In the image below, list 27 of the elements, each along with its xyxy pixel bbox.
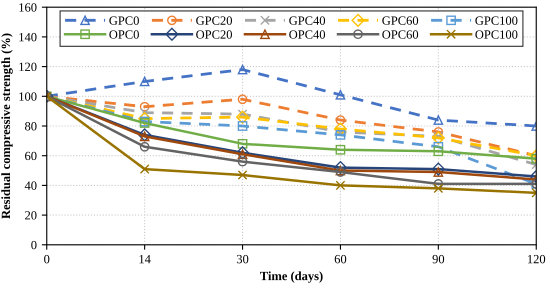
x-tick-label: 0 [44, 254, 50, 264]
legend-label: OPC20 [196, 30, 232, 39]
legend-label: GPC20 [196, 16, 232, 25]
y-tick-label: 40 [24, 181, 37, 190]
y-tick-label: 80 [25, 122, 37, 130]
legend-label: OPC100 [475, 30, 518, 39]
y-tick-label: 60 [25, 152, 37, 160]
x-tick-label: 60 [334, 254, 346, 264]
x-tick-label: 14 [140, 254, 151, 264]
legend-label: GPC0 [109, 16, 139, 25]
y-tick-label: 20 [25, 211, 37, 220]
y-tick-label: 120 [19, 62, 37, 72]
y-tick-label: 100 [19, 92, 37, 101]
legend-label: GPC100 [475, 16, 518, 25]
legend-label: GPC40 [289, 16, 326, 25]
legend-label: GPC60 [382, 16, 418, 25]
x-tick-label: 90 [432, 254, 444, 264]
y-tick-label: 140 [19, 32, 37, 42]
y-tick-label: 160 [19, 3, 37, 12]
y-axis-title: Residual compressive strength (%) [1, 34, 13, 219]
x-tick-label: 120 [528, 254, 546, 264]
x-axis-title: Time (days) [260, 271, 323, 283]
legend-label: OPC60 [382, 30, 418, 39]
y-tick-label: 0 [31, 240, 37, 250]
legend-label: OPC0 [109, 30, 139, 39]
x-tick-label: 30 [236, 254, 248, 264]
legend-label: OPC40 [289, 30, 326, 39]
